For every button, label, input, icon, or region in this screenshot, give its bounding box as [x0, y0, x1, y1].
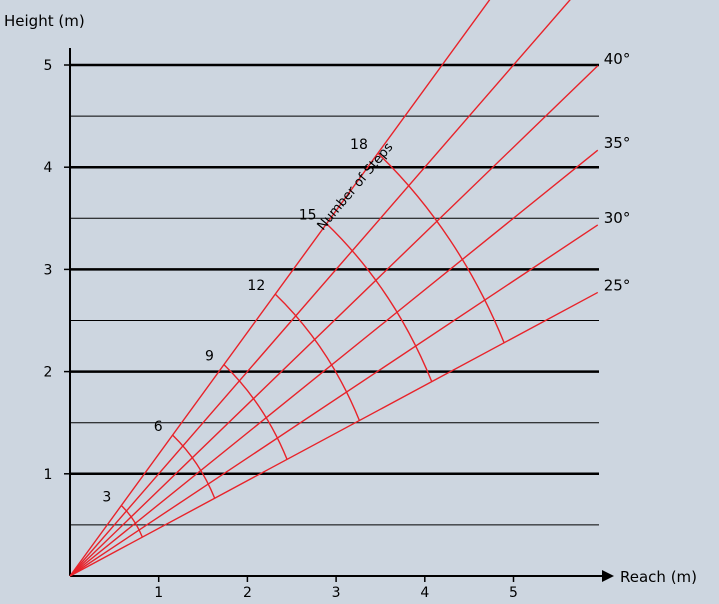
- y-tick-label: 4: [44, 160, 53, 176]
- ray-label-35: 35°: [604, 134, 631, 152]
- ray-30: [69, 224, 599, 577]
- x-tick-label: 1: [154, 585, 163, 599]
- angle-rays: [69, 0, 599, 577]
- step-label: 15: [299, 208, 317, 224]
- step-label: 18: [350, 137, 368, 153]
- y-tick-label: 3: [44, 262, 53, 278]
- x-axis-arrow-icon: [602, 570, 614, 582]
- ray-label-40: 40°: [604, 50, 631, 68]
- y-axis-title: Height (m): [4, 12, 85, 30]
- step-arc: [172, 434, 216, 499]
- major-gridlines: [70, 63, 599, 476]
- ray-50: [69, 0, 491, 577]
- step-label: 3: [102, 490, 111, 506]
- step-label: 9: [205, 349, 214, 365]
- y-tick-label: 2: [44, 365, 53, 381]
- x-tick-label: 2: [243, 585, 252, 599]
- ray-label-25: 25°: [604, 276, 631, 294]
- steps-annotation: Number of Steps: [315, 140, 397, 234]
- step-arcs: [120, 152, 505, 538]
- ray-40: [69, 65, 599, 577]
- ray-label-30: 30°: [604, 209, 631, 227]
- y-tick-label: 5: [44, 58, 53, 74]
- x-axis-title: Reach (m): [620, 568, 697, 586]
- ray-25: [69, 291, 599, 577]
- step-arc: [377, 152, 505, 344]
- step-arc: [274, 293, 361, 421]
- x-tick-label: 5: [509, 585, 518, 599]
- x-tick-label: 4: [420, 585, 429, 599]
- step-label: 6: [154, 419, 163, 435]
- step-arc: [223, 364, 288, 460]
- ray-35: [69, 149, 599, 577]
- axes: [64, 48, 614, 582]
- x-tick-label: 3: [332, 585, 341, 599]
- step-arc: [326, 223, 433, 382]
- y-tick-label: 1: [44, 467, 53, 483]
- step-label: 12: [247, 278, 265, 294]
- step-arc: [120, 505, 143, 538]
- ray-45: [69, 0, 571, 577]
